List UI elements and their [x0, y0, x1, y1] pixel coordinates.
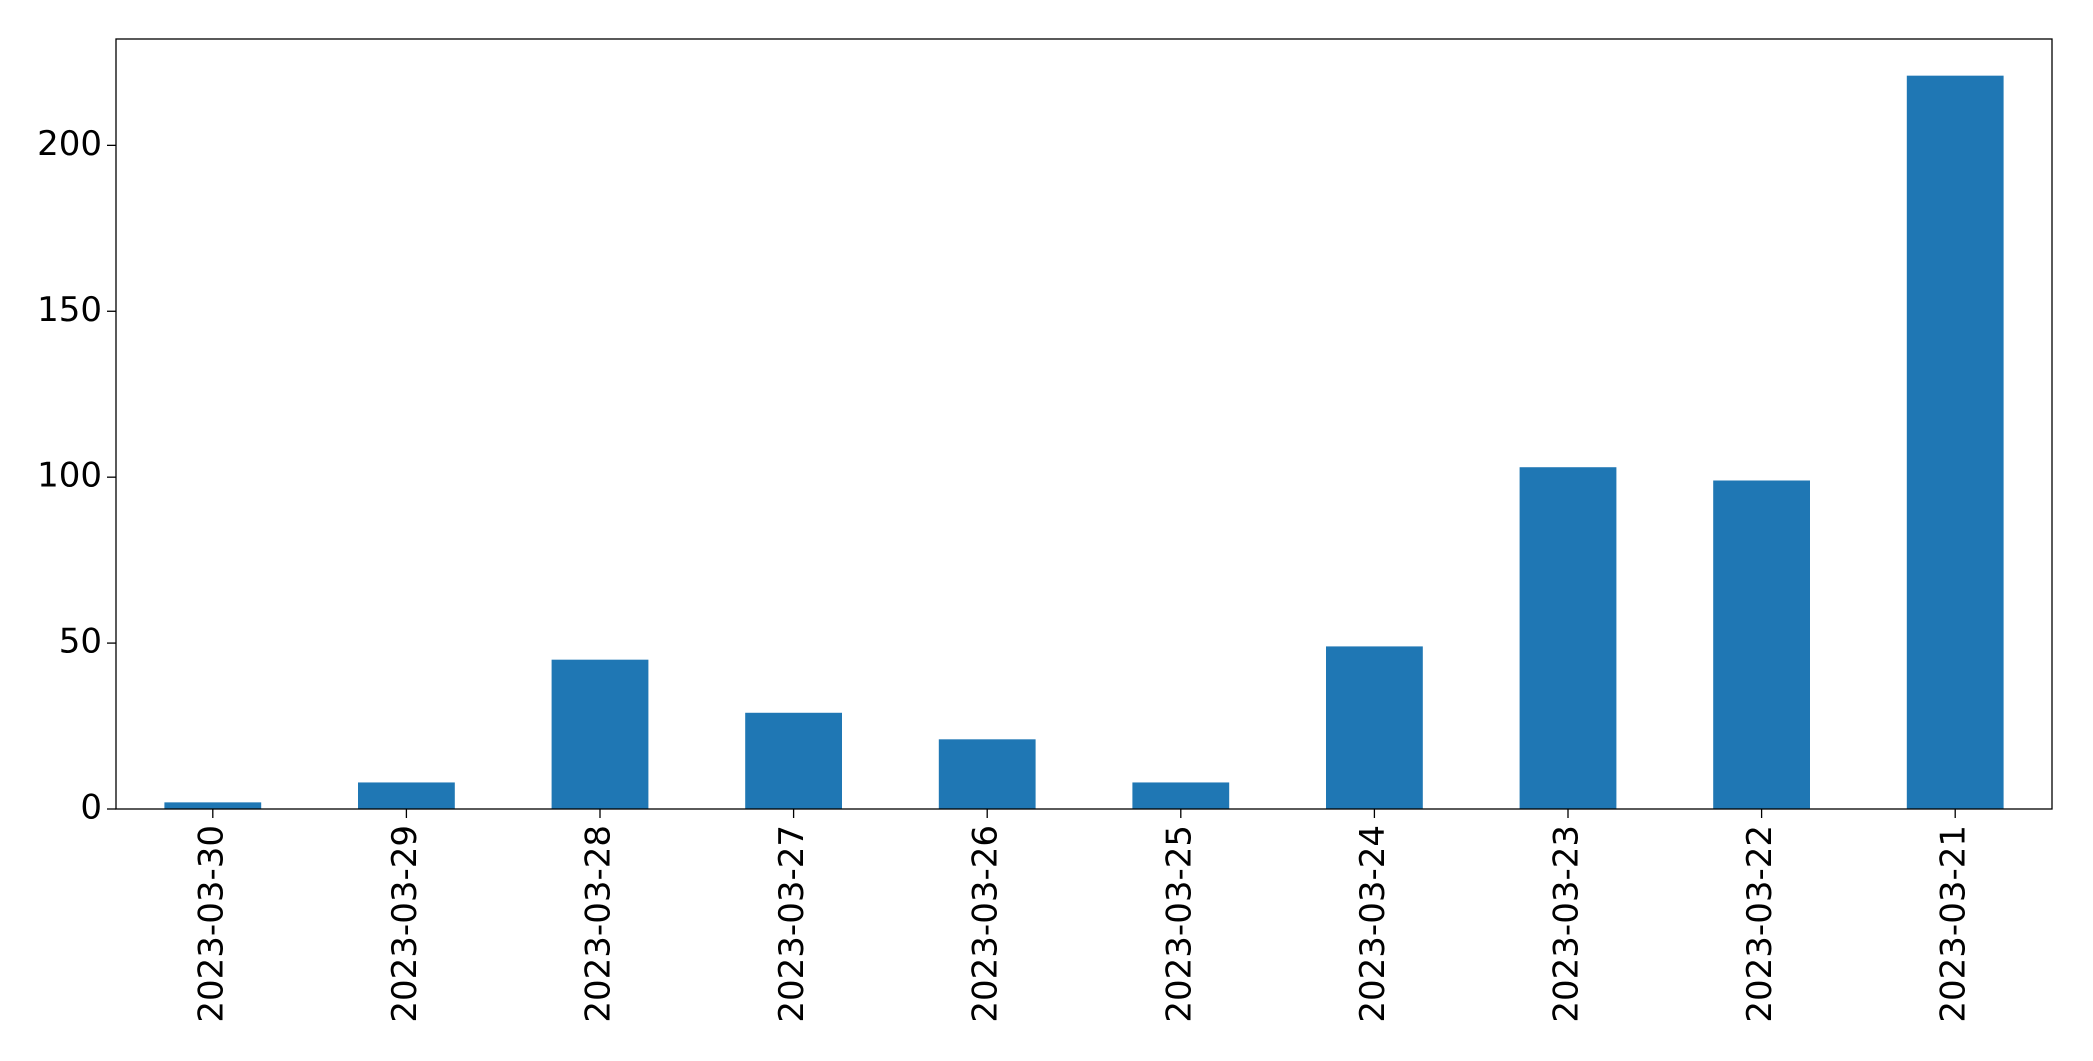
bar	[1906, 75, 2004, 809]
x-tick-label: 2023-03-26	[966, 825, 1006, 1023]
x-tick-label: 2023-03-24	[1353, 825, 1393, 1023]
bar	[358, 782, 455, 809]
y-tick-label: 50	[59, 622, 102, 662]
bar	[938, 739, 1036, 809]
bar	[1132, 782, 1230, 809]
bar	[551, 659, 649, 809]
x-tick-label: 2023-03-28	[579, 825, 619, 1023]
x-tick-label: 2023-03-29	[385, 825, 425, 1023]
y-tick-label: 100	[37, 456, 102, 496]
x-tick-label: 2023-03-25	[1159, 825, 1199, 1023]
x-tick-label: 2023-03-21	[1934, 825, 1974, 1023]
x-tick-label: 2023-03-22	[1740, 825, 1780, 1023]
bar	[1519, 467, 1617, 809]
bar	[1713, 480, 1810, 809]
x-tick-label: 2023-03-30	[191, 825, 231, 1023]
y-tick-label: 150	[37, 290, 102, 330]
bar	[1326, 646, 1423, 809]
bar	[164, 802, 262, 809]
x-tick-label: 2023-03-23	[1547, 825, 1587, 1023]
x-tick-label: 2023-03-27	[772, 825, 812, 1023]
plot-frame	[115, 38, 2053, 810]
bar	[745, 712, 842, 809]
y-tick-label: 200	[37, 124, 102, 164]
y-tick-label: 0	[80, 788, 102, 828]
